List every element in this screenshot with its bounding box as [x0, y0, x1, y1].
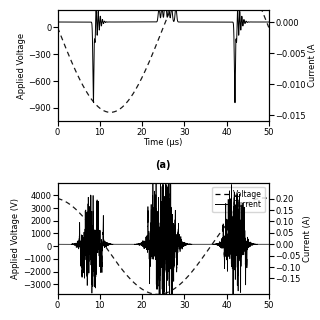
- Y-axis label: Applied Voltage (V): Applied Voltage (V): [12, 198, 20, 279]
- Legend: Voltage, Current: Voltage, Current: [212, 187, 265, 212]
- Y-axis label: Current (A): Current (A): [303, 215, 312, 262]
- Text: (a): (a): [156, 160, 171, 170]
- Y-axis label: Current (A: Current (A: [308, 44, 317, 87]
- X-axis label: Time (μs): Time (μs): [143, 138, 183, 147]
- Y-axis label: Applied Voltage: Applied Voltage: [17, 32, 26, 99]
